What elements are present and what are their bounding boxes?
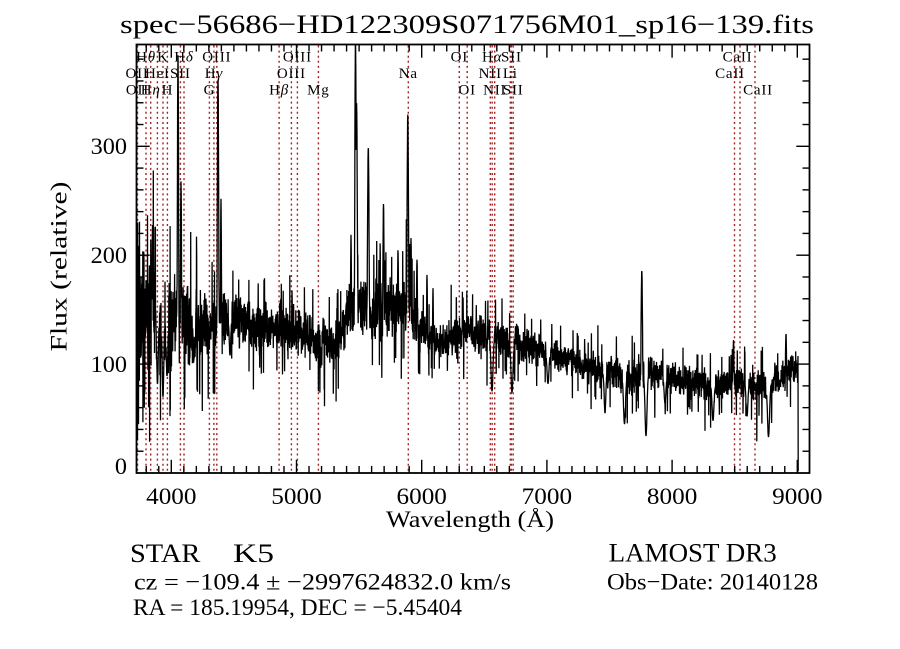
svg-text:OI: OI: [458, 83, 475, 99]
svg-text:9000: 9000: [772, 484, 822, 510]
svg-text:Li: Li: [503, 66, 518, 82]
svg-text:Obs−Date: 20140128: Obs−Date: 20140128: [607, 569, 818, 595]
svg-text:OII: OII: [125, 66, 148, 82]
svg-text:0: 0: [115, 454, 127, 480]
svg-text:7000: 7000: [522, 484, 572, 510]
svg-text:SII: SII: [501, 49, 522, 65]
svg-text:CaII: CaII: [723, 49, 753, 65]
svg-text:Hθ: Hθ: [136, 49, 156, 65]
svg-text:STAR: STAR: [130, 539, 201, 568]
svg-text:Hη: Hη: [141, 83, 161, 99]
svg-text:200: 200: [91, 243, 127, 269]
svg-text:100: 100: [91, 352, 127, 378]
svg-text:OIII: OIII: [283, 49, 312, 65]
svg-text:OII: OII: [126, 83, 149, 99]
svg-text:LAMOST DR3: LAMOST DR3: [609, 539, 777, 568]
svg-text:Flux (relative): Flux (relative): [47, 182, 73, 352]
svg-text:H: H: [162, 83, 174, 99]
svg-text:cz = −109.4 ± −2997624832.0 km: cz = −109.4 ± −2997624832.0 km/s: [134, 570, 511, 596]
svg-text:G: G: [204, 83, 216, 99]
svg-text:RA = 185.19954, DEC = −5.4540: RA = 185.19954, DEC = −5.45404: [133, 595, 462, 621]
svg-text:Mg: Mg: [307, 83, 329, 99]
svg-text:K5: K5: [233, 539, 274, 568]
svg-text:Hα: Hα: [482, 49, 503, 65]
svg-text:8000: 8000: [647, 484, 697, 510]
svg-text:CaII: CaII: [743, 83, 773, 99]
svg-text:4000: 4000: [146, 484, 196, 510]
svg-text:Na: Na: [399, 66, 418, 82]
svg-text:OIII: OIII: [202, 49, 231, 65]
svg-text:OI: OI: [451, 49, 468, 65]
svg-text:6000: 6000: [397, 484, 447, 510]
svg-text:CaII: CaII: [715, 66, 745, 82]
svg-text:spec−56686−HD122309S071756M01_: spec−56686−HD122309S071756M01_sp16−139.f…: [120, 9, 814, 39]
svg-text:Hγ: Hγ: [205, 66, 224, 82]
svg-text:NII: NII: [483, 83, 506, 99]
svg-text:NII: NII: [479, 66, 502, 82]
svg-text:300: 300: [91, 134, 127, 160]
svg-text:Wavelength (Å): Wavelength (Å): [386, 507, 554, 533]
svg-text:OIII: OIII: [277, 66, 306, 82]
svg-text:Hδ: Hδ: [174, 49, 194, 65]
svg-text:HeI: HeI: [145, 66, 170, 82]
svg-text:Hβ: Hβ: [269, 83, 289, 99]
svg-text:5000: 5000: [271, 484, 321, 510]
svg-text:K: K: [157, 49, 169, 65]
svg-text:SII: SII: [170, 66, 191, 82]
svg-text:SII: SII: [503, 83, 524, 99]
